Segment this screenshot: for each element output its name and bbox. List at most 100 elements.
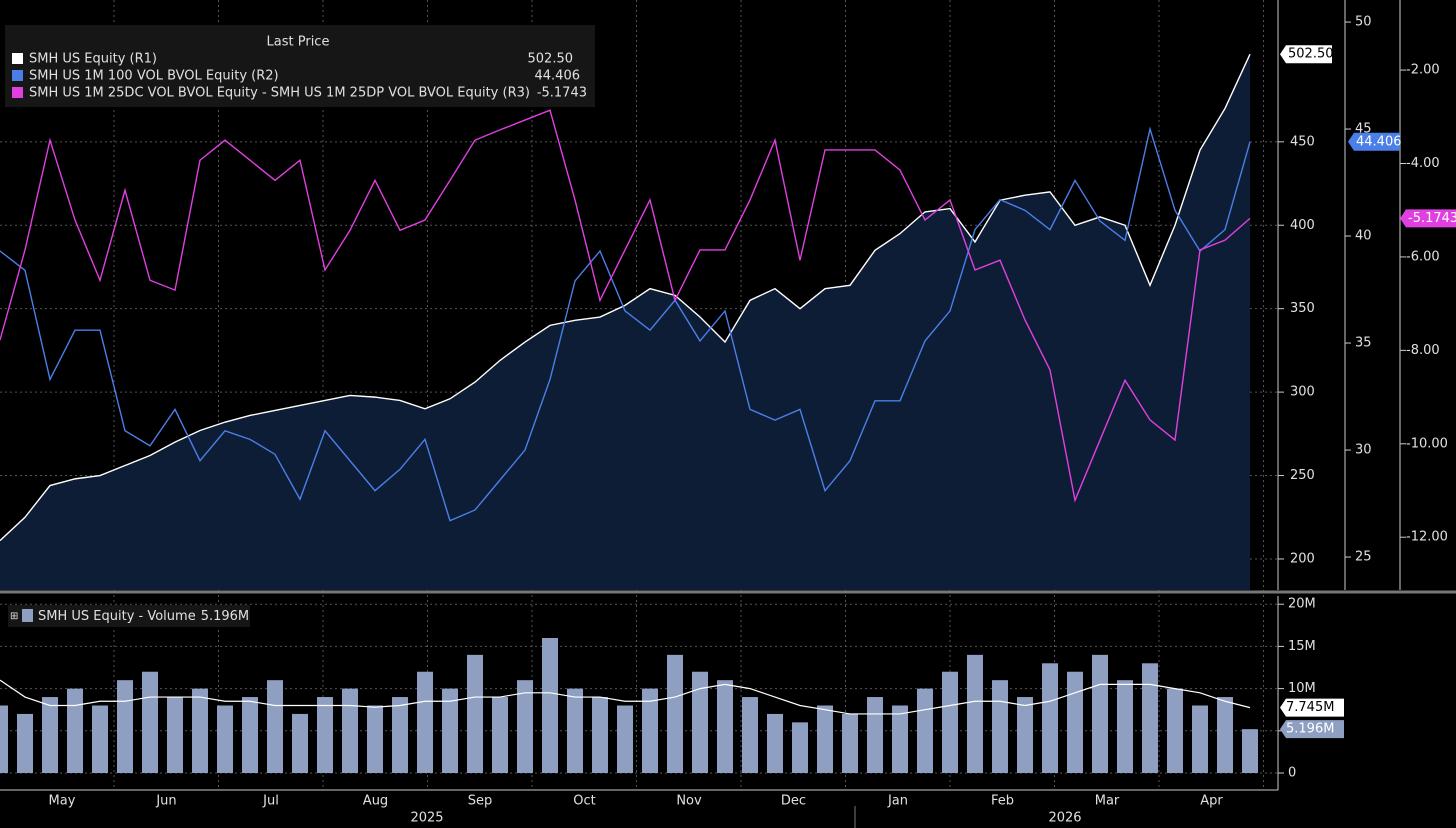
volume-bar: [817, 705, 833, 773]
volume-bar: [842, 713, 858, 773]
series-line: [0, 53, 1251, 542]
moving-average-line: [0, 679, 1251, 715]
legend-box: [5, 25, 595, 107]
volume-bar: [942, 671, 958, 773]
y-tick-label: -12.00: [1406, 530, 1448, 545]
volume-bar: [792, 722, 808, 773]
volume-bar: [1217, 697, 1233, 773]
y-tick-label: 40: [1355, 229, 1372, 244]
volume-bar: [67, 688, 83, 773]
axis-tag: [1280, 720, 1344, 739]
legend-swatch: [12, 53, 23, 64]
volume-bar: [292, 713, 308, 773]
volume-bar: [1042, 663, 1058, 773]
y-tick-label: -2.00: [1406, 63, 1440, 78]
volume-bar: [742, 697, 758, 773]
legend-swatch: [12, 70, 23, 81]
y-tick-label: 0: [1288, 766, 1296, 781]
volume-bar: [442, 688, 458, 773]
axis-tag: [1280, 698, 1344, 717]
volume-bar: [167, 697, 183, 773]
volume-bar: [142, 671, 158, 773]
y-tick-label: 450: [1290, 134, 1315, 149]
volume-bar: [317, 697, 333, 773]
volume-bar: [192, 688, 208, 773]
volume-bar: [492, 697, 508, 773]
legend-value: 502.50: [528, 52, 574, 67]
axis-tag: [1280, 45, 1332, 64]
volume-bar: [1192, 705, 1208, 773]
volume-bar: [117, 680, 133, 773]
volume-bar: [867, 697, 883, 773]
volume-bar: [667, 654, 683, 773]
legend-swatch: [22, 609, 33, 622]
y-tick-label: 15M: [1288, 639, 1316, 654]
volume-bar: [342, 688, 358, 773]
legend-label: SMH US 1M 25DC VOL BVOL Equity - SMH US …: [29, 86, 530, 101]
legend-label: SMH US 1M 100 VOL BVOL Equity (R2): [29, 69, 279, 84]
y-tick-label: 250: [1290, 468, 1315, 483]
volume-bar: [992, 680, 1008, 773]
volume-bar: [0, 705, 8, 773]
y-tick-label: -10.00: [1406, 436, 1448, 451]
volume-bar: [367, 705, 383, 773]
year-label: 2025: [410, 811, 443, 826]
axis-tag-label: 502.50: [1288, 47, 1334, 62]
volume-bar: [1117, 680, 1133, 773]
y-tick-label: 35: [1355, 336, 1372, 351]
volume-bar: [217, 705, 233, 773]
legend-value: 5.196M: [201, 609, 249, 624]
volume-legend-box: [8, 605, 250, 627]
x-tick-label: Jul: [262, 794, 279, 809]
y-tick-label: 50: [1355, 15, 1372, 30]
volume-bar: [1142, 663, 1158, 773]
volume-bar: [642, 688, 658, 773]
volume-legend-label: SMH US Equity - Volume 5.196M: [38, 609, 249, 624]
volume-bar: [517, 680, 533, 773]
x-tick-label: Jun: [155, 794, 176, 809]
plot-area: [0, 53, 1258, 773]
price-area: [0, 54, 1250, 590]
volume-bar: [17, 713, 33, 773]
volume-bar: [417, 671, 433, 773]
volume-bar: [717, 680, 733, 773]
series-line: [0, 126, 1251, 522]
x-tick-label: Oct: [573, 794, 595, 809]
legend-label: SMH US Equity (R1): [29, 52, 157, 67]
x-tick-label: Dec: [781, 794, 806, 809]
volume-bar: [1167, 688, 1183, 773]
legend-name: SMH US Equity - Volume: [38, 609, 196, 624]
x-tick-label: Sep: [468, 794, 493, 809]
volume-bar: [242, 697, 258, 773]
volume-bar: [1242, 729, 1258, 773]
series-line: [0, 109, 1251, 503]
legend-value: 44.406: [535, 69, 581, 84]
y-tick-label: -4.00: [1406, 156, 1440, 171]
legend-value: -5.1743: [537, 86, 587, 101]
y-tick-label: -6.00: [1406, 249, 1440, 264]
volume-bar: [42, 697, 58, 773]
x-tick-label: Feb: [991, 794, 1014, 809]
y-tick-label: 350: [1290, 301, 1315, 316]
volume-bar: [592, 697, 608, 773]
x-tick-label: May: [49, 794, 76, 809]
collapse-icon[interactable]: ⊞: [10, 611, 18, 622]
axis-tag-label: 7.745M: [1286, 700, 1334, 715]
y-tick-label: 25: [1355, 550, 1372, 565]
volume-bar: [1017, 697, 1033, 773]
x-tick-label: Mar: [1095, 794, 1120, 809]
x-tick-label: Aug: [363, 794, 388, 809]
y-tick-label: -8.00: [1406, 343, 1440, 358]
legend-title: Last Price: [267, 35, 330, 50]
volume-bar: [767, 713, 783, 773]
volume-bar: [467, 654, 483, 773]
axis-tag-label: 5.196M: [1286, 722, 1334, 737]
volume-bar: [392, 697, 408, 773]
volume-bar: [267, 680, 283, 773]
x-tick-label: Jan: [887, 794, 908, 809]
volume-bar: [917, 688, 933, 773]
volume-bar: [1067, 671, 1083, 773]
volume-bar: [617, 705, 633, 773]
